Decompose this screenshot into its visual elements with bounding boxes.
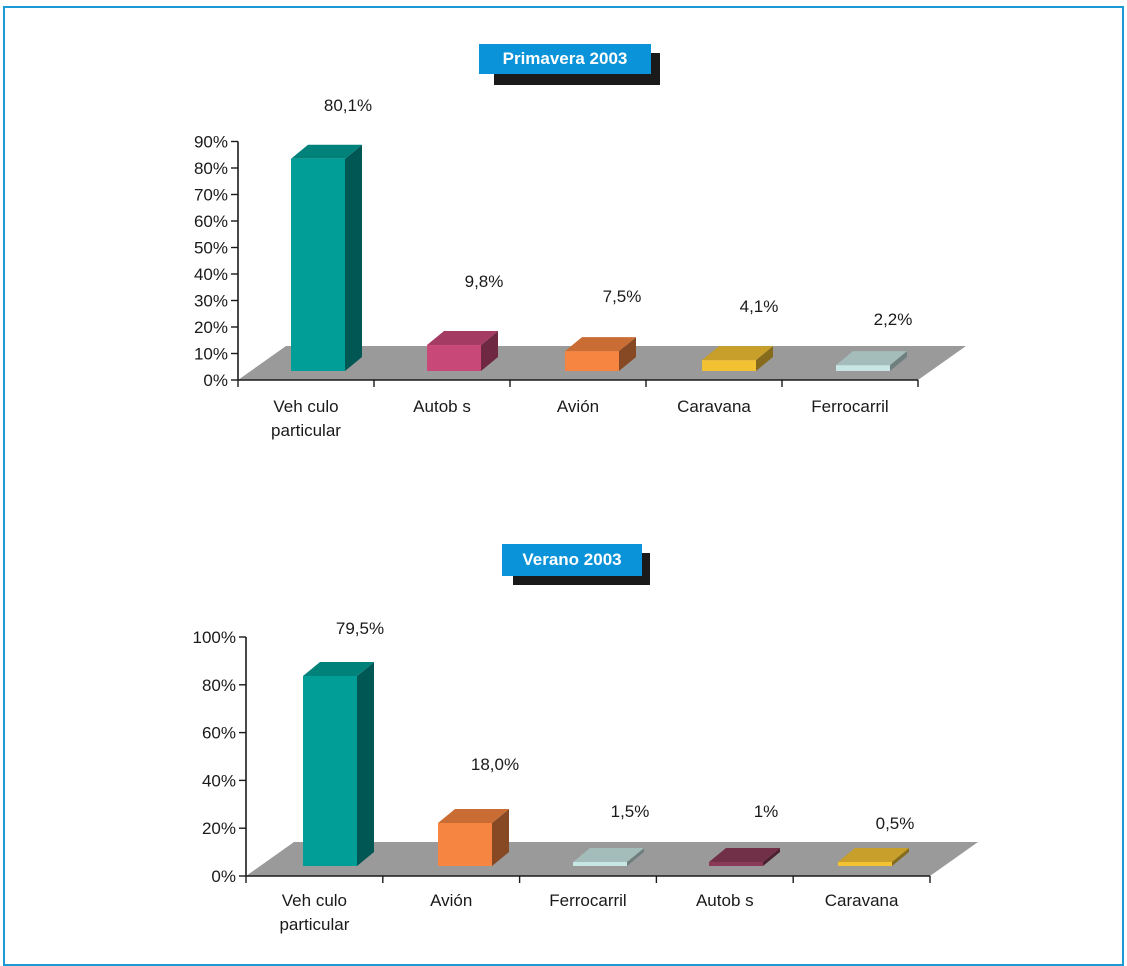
chart-1-bar-side (756, 346, 773, 371)
chart-1-bar-side (619, 337, 636, 371)
chart-2-bar-top (438, 808, 509, 823)
chart-1-category-label: Ferrocarril (811, 397, 888, 416)
chart-2-bar (838, 862, 892, 866)
chart-2-bar (573, 862, 627, 866)
chart-1-bar-top (702, 346, 773, 361)
chart-2-bar-side (627, 848, 644, 866)
chart-2-y-tick-label: 20% (202, 819, 236, 838)
chart-2-y-tick-label: 100% (193, 628, 236, 647)
chart-2-category-label: Veh culo (282, 891, 347, 910)
chart-1-value-label: 4,1% (740, 297, 779, 316)
chart-1-bar (427, 345, 481, 371)
chart-1-bar-top (427, 331, 498, 346)
chart-1-value-label: 7,5% (603, 287, 642, 306)
chart-2-category-label: Avión (430, 891, 472, 910)
chart-2-category-label: particular (279, 915, 349, 934)
chart-1-value-label: 9,8% (465, 272, 504, 291)
chart-1-bar (291, 158, 345, 371)
chart-2-bar (438, 822, 492, 866)
chart-1-category-label: Avión (557, 397, 599, 416)
chart-1-category-label: Autob s (413, 397, 471, 416)
chart-2-value-label: 1% (754, 802, 779, 821)
chart-2-bar (303, 675, 357, 866)
chart-2-y-tick-label: 0% (211, 867, 236, 886)
chart-2-title: Verano 2003 (502, 544, 642, 576)
chart-1-bar (565, 351, 619, 371)
chart-1-y-tick-label: 60% (194, 212, 228, 231)
chart-2-bar-side (763, 848, 780, 866)
chart-2-value-label: 1,5% (611, 802, 650, 821)
chart-2-bar-side (357, 661, 374, 866)
chart-2-value-label: 79,5% (336, 619, 384, 638)
chart-2-bar-top (303, 661, 374, 676)
chart-2-bar-side (892, 848, 909, 866)
chart-1-value-label: 2,2% (874, 310, 913, 329)
chart-2-value-label: 0,5% (876, 814, 915, 833)
chart-1-y-tick-label: 30% (194, 292, 228, 311)
chart-1-y-tick-label: 70% (194, 186, 228, 205)
chart-2-y-tick-label: 80% (202, 676, 236, 695)
chart-2-bar-top (838, 848, 909, 862)
chart-2-category-label: Ferrocarril (549, 891, 626, 910)
chart-2-category-label: Autob s (696, 891, 754, 910)
chart-1-bar-side (345, 144, 362, 371)
chart-2-category-label: Caravana (825, 891, 899, 910)
chart-1-category-label: Veh culo (273, 397, 338, 416)
chart-1-category-label: Caravana (677, 397, 751, 416)
chart-1-bar (702, 360, 756, 371)
chart-1-bar-top (565, 337, 636, 352)
chart-1-y-tick-label: 40% (194, 265, 228, 284)
chart-1-bar-top (291, 144, 362, 159)
chart-2-value-label: 18,0% (471, 755, 519, 774)
chart-1-y-tick-label: 50% (194, 239, 228, 258)
chart-1-y-tick-label: 20% (194, 318, 228, 337)
chart-1-bar-side (481, 331, 498, 371)
chart-frame (3, 6, 1124, 966)
chart-2-bar-top (573, 848, 644, 862)
chart-2-y-tick-label: 60% (202, 724, 236, 743)
chart-1-y-tick-label: 0% (203, 371, 228, 390)
chart-1-title: Primavera 2003 (479, 44, 651, 74)
chart-1-value-label: 80,1% (324, 96, 372, 115)
chart-1-y-tick-label: 90% (194, 133, 228, 152)
chart-1-y-tick-label: 10% (194, 345, 228, 364)
chart-2-bar-top (709, 848, 780, 862)
chart-1-bar-top (836, 351, 907, 366)
chart-1-bar-side (890, 351, 907, 371)
chart-1-bar (836, 365, 890, 371)
chart-1-category-label: particular (271, 421, 341, 440)
chart-1-y-tick-label: 80% (194, 159, 228, 178)
chart-2-y-tick-label: 40% (202, 771, 236, 790)
chart-2-bar (709, 862, 763, 866)
chart-2-bar-side (492, 808, 509, 866)
